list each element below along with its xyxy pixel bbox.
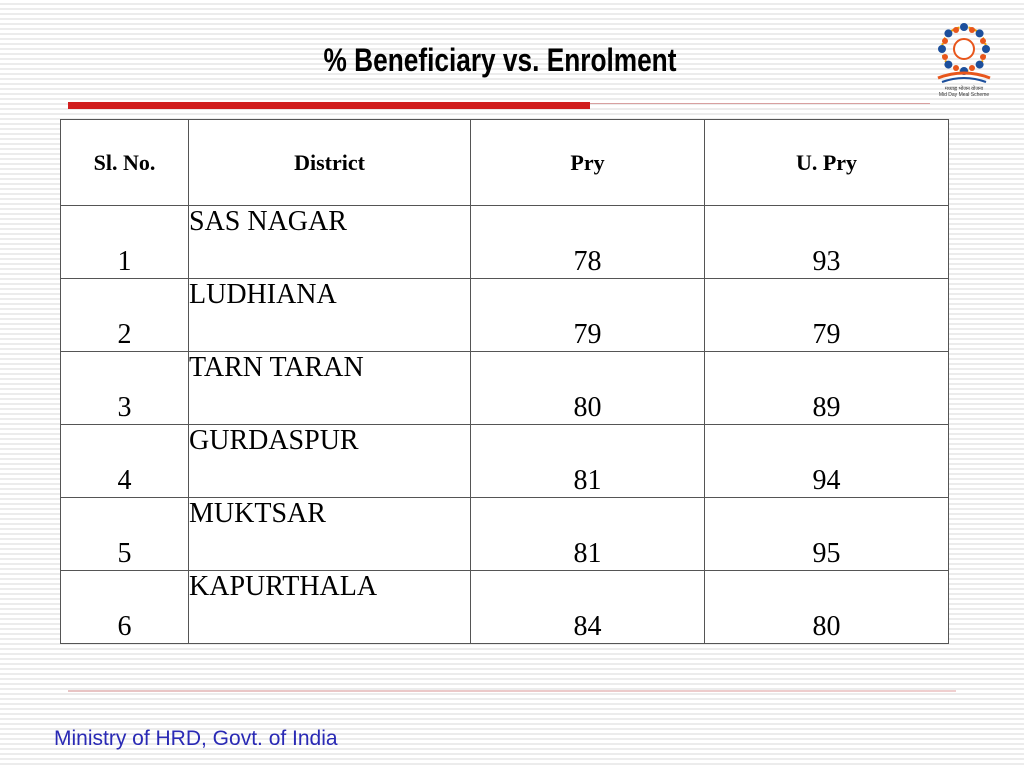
cell-sl-no: 1 bbox=[60, 205, 189, 279]
cell-upry: 94 bbox=[704, 424, 949, 498]
table-row: 6 KAPURTHALA 84 80 bbox=[60, 570, 949, 644]
table-header-row: Sl. No. District Pry U. Pry bbox=[60, 119, 949, 206]
cell-sl-no: 3 bbox=[60, 351, 189, 425]
logo-caption-english: Mid Day Meal Scheme bbox=[938, 92, 990, 98]
cell-pry: 81 bbox=[470, 497, 705, 571]
cell-upry: 89 bbox=[704, 351, 949, 425]
cell-sl-no: 4 bbox=[60, 424, 189, 498]
footer-text: Ministry of HRD, Govt. of India bbox=[54, 727, 338, 750]
cell-upry: 93 bbox=[704, 205, 949, 279]
cell-district: TARN TARAN bbox=[188, 351, 471, 425]
cell-district: LUDHIANA bbox=[188, 278, 471, 352]
table-row: 5 MUKTSAR 81 95 bbox=[60, 497, 949, 571]
header-upry: U. Pry bbox=[704, 119, 949, 206]
cell-upry: 95 bbox=[704, 497, 949, 571]
logo-caption: मध्याह्न भोजन योजना Mid Day Meal Scheme bbox=[928, 86, 1000, 98]
cell-district: KAPURTHALA bbox=[188, 570, 471, 644]
cell-district: SAS NAGAR bbox=[188, 205, 471, 279]
footer-divider bbox=[68, 690, 956, 692]
logo-caption-hindi: मध्याह्न भोजन योजना bbox=[944, 86, 984, 92]
table-row: 3 TARN TARAN 80 89 bbox=[60, 351, 949, 425]
cell-pry: 78 bbox=[470, 205, 705, 279]
mid-day-meal-logo-icon bbox=[937, 23, 991, 83]
cell-pry: 81 bbox=[470, 424, 705, 498]
title-underline-thin bbox=[590, 103, 930, 104]
cell-pry: 80 bbox=[470, 351, 705, 425]
title-underline-red bbox=[68, 102, 590, 109]
cell-district: MUKTSAR bbox=[188, 497, 471, 571]
cell-upry: 80 bbox=[704, 570, 949, 644]
cell-pry: 84 bbox=[470, 570, 705, 644]
header-sl-no: Sl. No. bbox=[60, 119, 189, 206]
slide-title: % Beneficiary vs. Enrolment bbox=[323, 42, 677, 78]
header-district: District bbox=[188, 119, 471, 206]
cell-sl-no: 6 bbox=[60, 570, 189, 644]
table-row: 1 SAS NAGAR 78 93 bbox=[60, 205, 949, 279]
cell-sl-no: 5 bbox=[60, 497, 189, 571]
cell-sl-no: 2 bbox=[60, 278, 189, 352]
table-row: 2 LUDHIANA 79 79 bbox=[60, 278, 949, 352]
cell-upry: 79 bbox=[704, 278, 949, 352]
beneficiary-table: Sl. No. District Pry U. Pry 1 SAS NAGAR … bbox=[60, 119, 949, 644]
table-row: 4 GURDASPUR 81 94 bbox=[60, 424, 949, 498]
cell-pry: 79 bbox=[470, 278, 705, 352]
header-pry: Pry bbox=[470, 119, 705, 206]
cell-district: GURDASPUR bbox=[188, 424, 471, 498]
